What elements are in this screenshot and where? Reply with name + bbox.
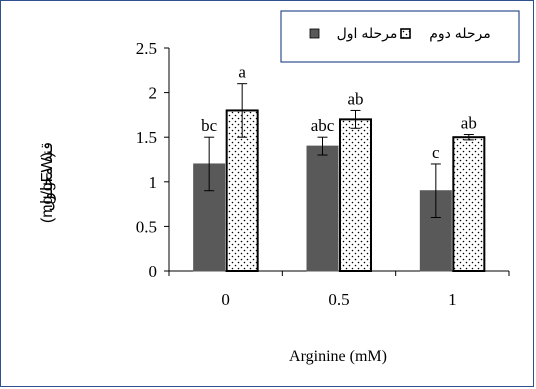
bar-series-1-0_5 — [306, 145, 339, 272]
significance-letter: abc — [311, 116, 335, 135]
legend: مرحله اول مرحله دوم — [280, 10, 520, 63]
bar-series-2-0_5 — [339, 118, 372, 272]
significance-letter: a — [238, 63, 246, 82]
y-tick-label: 0.5 — [136, 217, 157, 236]
significance-letter: c — [432, 143, 440, 162]
significance-letter: ab — [461, 114, 477, 133]
significance-letter: ab — [347, 89, 363, 108]
legend-swatch-series-2 — [400, 28, 411, 39]
x-tick-label: 0 — [221, 290, 230, 309]
y-axis-title-unit: (mg/gFW) — [39, 152, 56, 223]
legend-label-series-2: مرحله دوم — [429, 25, 491, 42]
y-ticks: 0 0.5 1 1.5 2 2.5 — [136, 39, 169, 281]
bars — [193, 109, 486, 272]
y-tick-label: 0 — [149, 262, 158, 281]
x-tick-label: 1 — [448, 290, 457, 309]
error-bars — [204, 83, 474, 218]
significance-letters: bc abc c a ab ab — [201, 63, 477, 162]
legend-box — [280, 10, 520, 63]
y-tick-label: 2 — [149, 84, 158, 103]
y-tick-label: 1 — [149, 173, 158, 192]
y-tick-label: 1.5 — [136, 128, 157, 147]
y-tick-label: 2.5 — [136, 39, 157, 58]
y-axis-title-text: قند محلول — [39, 142, 57, 211]
legend-swatch-series-1 — [309, 28, 320, 39]
bar-series-2-1 — [452, 136, 486, 272]
x-ticks: 0 0.5 1 — [168, 271, 510, 309]
legend-label-series-1: مرحله اول — [337, 25, 398, 42]
significance-letter: bc — [201, 116, 218, 135]
x-axis-title: Arginine (mM) — [289, 348, 387, 365]
y-axis-title: (mg/gFW) قند محلول — [39, 142, 57, 223]
x-tick-label: 0.5 — [328, 290, 349, 309]
